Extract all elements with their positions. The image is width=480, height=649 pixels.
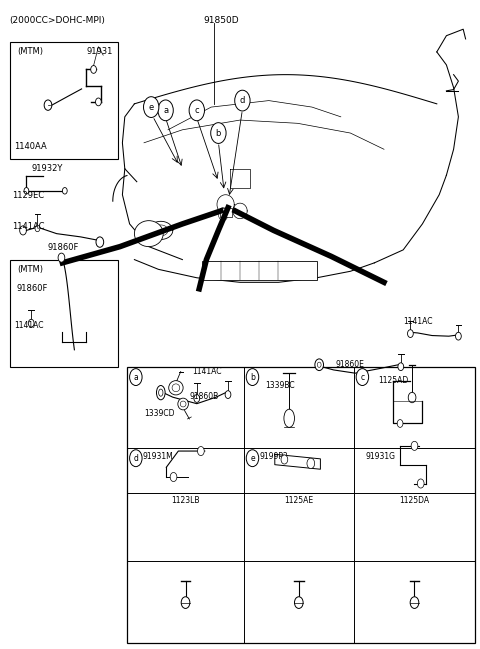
Circle shape (410, 597, 419, 609)
Circle shape (211, 123, 226, 143)
Circle shape (144, 97, 159, 117)
Text: 91860B: 91860B (190, 392, 219, 401)
Circle shape (158, 100, 173, 121)
Text: 1339CD: 1339CD (144, 409, 175, 418)
Text: (MTM): (MTM) (17, 265, 43, 274)
Circle shape (235, 90, 250, 111)
Circle shape (130, 450, 142, 467)
Text: e: e (250, 454, 255, 463)
Circle shape (24, 188, 29, 194)
Text: 91931G: 91931G (366, 452, 396, 461)
Circle shape (189, 100, 204, 121)
Circle shape (20, 226, 26, 235)
Circle shape (246, 369, 259, 386)
Bar (10, 260, 118, 367)
Text: 91932Y: 91932Y (31, 164, 62, 173)
Ellipse shape (156, 386, 165, 400)
Circle shape (28, 319, 34, 327)
Circle shape (307, 458, 315, 469)
Circle shape (317, 362, 321, 367)
Circle shape (96, 98, 101, 106)
Ellipse shape (134, 221, 163, 247)
Bar (127, 367, 475, 643)
Ellipse shape (158, 389, 163, 396)
Circle shape (62, 188, 67, 194)
Circle shape (91, 66, 96, 73)
Text: (2000CC>DOHC-MPI): (2000CC>DOHC-MPI) (10, 16, 106, 25)
Text: 91931M: 91931M (143, 452, 173, 461)
Text: 1141AC: 1141AC (192, 367, 221, 376)
Circle shape (35, 225, 40, 232)
Text: 9199P2: 9199P2 (259, 452, 288, 461)
Text: (MTM): (MTM) (17, 47, 43, 56)
Bar (220, 208, 232, 217)
Circle shape (356, 369, 369, 386)
Text: c: c (194, 106, 199, 115)
Text: e: e (149, 103, 154, 112)
Text: a: a (133, 373, 138, 382)
Circle shape (456, 332, 461, 340)
Circle shape (281, 455, 288, 464)
Circle shape (397, 419, 403, 427)
Circle shape (408, 392, 416, 402)
Text: 1125DA: 1125DA (399, 496, 430, 505)
Text: 1141AC: 1141AC (12, 222, 45, 231)
Text: a: a (163, 106, 168, 115)
Circle shape (194, 395, 200, 402)
Text: 91860F: 91860F (48, 243, 79, 252)
Text: 91850D: 91850D (203, 16, 239, 25)
Text: 91860E: 91860E (336, 360, 365, 369)
Circle shape (411, 441, 418, 450)
Circle shape (181, 597, 190, 609)
Circle shape (408, 330, 413, 337)
Text: 1141AC: 1141AC (403, 317, 432, 326)
Circle shape (417, 479, 424, 488)
Circle shape (295, 597, 303, 609)
Text: 1125AD: 1125AD (378, 376, 408, 386)
Text: 1141AC: 1141AC (14, 321, 44, 330)
Circle shape (44, 100, 52, 110)
Circle shape (198, 447, 204, 456)
Circle shape (225, 391, 231, 398)
Text: 91860F: 91860F (17, 284, 48, 293)
Circle shape (398, 363, 404, 371)
Ellipse shape (284, 410, 295, 428)
Text: 91931: 91931 (86, 47, 113, 56)
Circle shape (96, 237, 104, 247)
Text: 1140AA: 1140AA (14, 142, 47, 151)
Circle shape (170, 472, 177, 482)
Circle shape (246, 450, 259, 467)
Text: d: d (133, 454, 138, 463)
Text: b: b (216, 129, 221, 138)
Bar (202, 261, 317, 280)
Ellipse shape (178, 398, 189, 410)
Ellipse shape (172, 384, 180, 392)
Bar (10, 42, 118, 159)
Text: 1123LB: 1123LB (171, 496, 200, 505)
Circle shape (58, 253, 65, 262)
Text: 1339BC: 1339BC (265, 381, 295, 390)
Ellipse shape (169, 380, 183, 395)
Text: c: c (360, 373, 364, 382)
Text: 1129EC: 1129EC (12, 191, 44, 201)
Text: b: b (250, 373, 255, 382)
Text: d: d (240, 96, 245, 105)
Ellipse shape (180, 401, 186, 407)
Circle shape (130, 369, 142, 386)
Text: 1125AE: 1125AE (284, 496, 313, 505)
Circle shape (315, 359, 324, 371)
